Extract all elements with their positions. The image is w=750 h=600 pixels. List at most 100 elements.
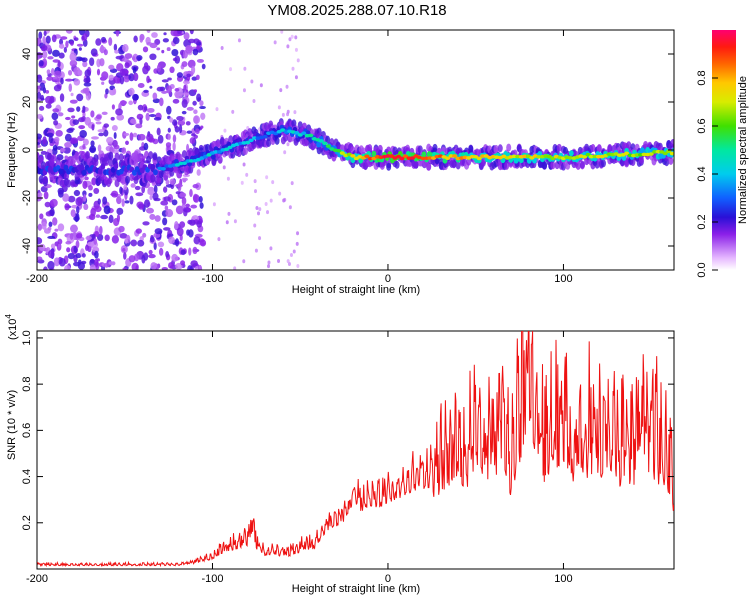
spectrogram-cell	[367, 144, 373, 153]
spectrogram-cell	[217, 155, 223, 164]
spectrogram-cell	[518, 157, 524, 164]
spectrogram-cell	[262, 134, 268, 139]
spectrogram-cell	[83, 77, 91, 84]
spectrogram-cell	[93, 158, 99, 167]
spectrogram-cell	[82, 180, 88, 189]
spectrogram-cell	[53, 119, 59, 126]
spectrogram-cell	[192, 100, 197, 106]
spectrogram-cell	[177, 119, 186, 126]
spectrogram-cell	[167, 133, 171, 141]
spectrogram-cell	[116, 207, 124, 215]
spectrogram-cell	[253, 223, 257, 228]
spectrogram-cell	[253, 179, 257, 184]
spectrogram-cell	[163, 227, 171, 231]
spectrogram-cell	[165, 142, 172, 148]
spectrogram-cell	[98, 225, 103, 235]
spectrogram-cell	[181, 99, 188, 108]
spectrogram-cell	[157, 241, 165, 248]
spectrogram-cell	[137, 104, 144, 111]
spectrogram-cell	[108, 37, 113, 46]
spectrogram-cell	[123, 132, 130, 137]
spectrogram-cell	[52, 49, 60, 57]
y-tick-label: 20	[21, 96, 33, 108]
spectrogram-cell	[128, 255, 136, 263]
spectrogram-cell	[159, 97, 164, 107]
spectrogram-cell	[193, 236, 201, 245]
spectrogram-cell	[220, 45, 224, 50]
spectrogram-cell	[84, 87, 90, 96]
spectrogram-cell	[227, 211, 231, 216]
spectrogram-cell	[135, 228, 142, 234]
spectrogram-cell	[67, 252, 75, 260]
spectrogram-cell	[243, 66, 247, 71]
spectrogram-cell	[134, 185, 141, 191]
spectrogram-cell	[37, 55, 40, 61]
spectrogram-cell	[171, 199, 178, 206]
spectrogram-cell	[296, 58, 300, 63]
spectrogram-cell	[212, 202, 216, 207]
spectrogram-cell	[167, 77, 172, 81]
spectrogram-cell	[183, 84, 187, 91]
spectrogram-cell	[175, 205, 184, 215]
spectrogram-cell	[148, 137, 156, 143]
spectrogram-cell	[225, 220, 229, 225]
spectrogram-cell	[267, 260, 271, 265]
spectrogram-cell	[154, 228, 163, 235]
spectrogram-cell	[163, 32, 167, 36]
spectrogram-cell	[308, 133, 314, 138]
spectrogram-cell	[279, 88, 283, 93]
spectrogram-cell	[79, 164, 85, 171]
spectrogram-cell	[89, 145, 97, 154]
spectrogram-cell	[125, 140, 129, 146]
spectrogram-cell	[55, 130, 63, 137]
spectrogram-cell	[286, 142, 290, 147]
spectrogram-cell	[91, 136, 99, 140]
spectrogram-cell	[78, 57, 86, 61]
snr-scale-text: (x104	[4, 314, 19, 340]
spectrogram-cell	[191, 133, 196, 137]
spectrogram-cell	[113, 43, 118, 51]
spectrogram-cell	[143, 89, 149, 93]
spectrogram-cell	[53, 70, 62, 78]
spectrogram-cell	[124, 62, 130, 69]
spectrogram-cell	[196, 93, 202, 103]
spectrogram-cell	[223, 147, 230, 152]
spectrogram-cell	[100, 163, 106, 170]
spectrogram-cell	[111, 190, 119, 198]
spectrogram-cell	[364, 154, 370, 159]
spectrogram-cell	[76, 43, 84, 47]
spectrogram-cell	[59, 38, 64, 46]
spectrogram-cell	[289, 253, 293, 258]
spectrogram-cell	[188, 247, 192, 256]
spectrogram-cell	[180, 260, 186, 266]
spectrogram-cell	[244, 140, 251, 145]
spectrogram-cell	[165, 209, 174, 218]
spectrogram-cell	[266, 138, 272, 147]
spectrogram-cell	[264, 202, 268, 207]
x-tick-label: 100	[554, 273, 572, 285]
spectrogram-cell	[59, 93, 65, 102]
spectrogram-cell	[171, 253, 179, 262]
spectrogram-cell	[195, 128, 200, 135]
spectrogram-cell	[156, 127, 161, 136]
spectrogram-y-axis: -40 -20 0 20 40	[21, 48, 674, 254]
spectrogram-cell	[190, 260, 198, 267]
spectrogram-cell	[550, 156, 556, 161]
spectrogram-cell	[70, 224, 78, 233]
spectrogram-cell	[45, 89, 50, 94]
spectrogram-cell	[132, 132, 138, 138]
spectrogram-cell	[58, 257, 66, 267]
spectrogram-cell	[579, 160, 585, 169]
x-tick-label: 0	[385, 573, 391, 585]
spectrogram-cell	[101, 36, 107, 43]
spectrogram-cell	[64, 264, 71, 270]
spectrogram-cell	[50, 198, 58, 207]
spectrogram-cell	[581, 155, 588, 159]
spectrogram-cell	[101, 81, 105, 85]
spectrogram-cell	[193, 115, 201, 124]
spectrogram-cell	[147, 78, 152, 83]
spectrogram-cell	[132, 66, 137, 74]
spectrogram-cell	[158, 247, 164, 256]
spectrogram-cell	[95, 214, 101, 218]
spectrogram-cell	[83, 194, 87, 202]
